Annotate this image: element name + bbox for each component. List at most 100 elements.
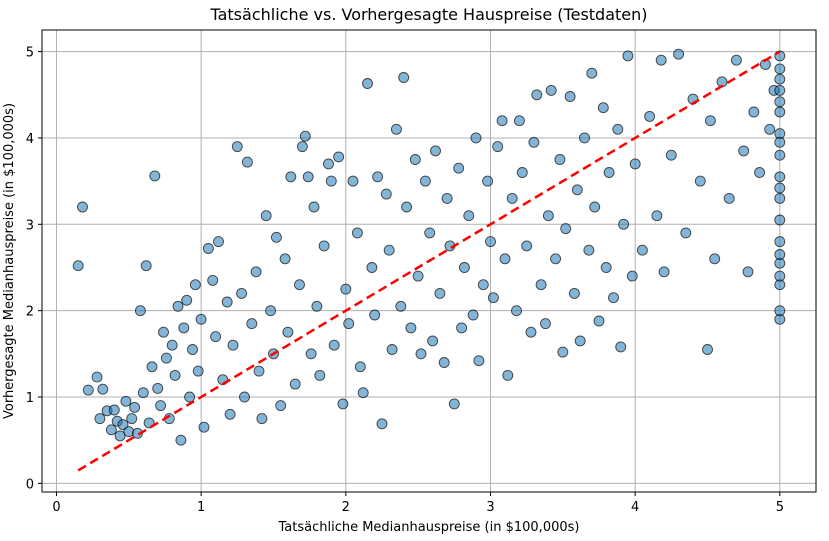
scatter-point	[754, 167, 766, 178]
scatter-point	[702, 344, 713, 355]
scatter-point	[401, 201, 413, 213]
scatter-point	[430, 145, 441, 157]
scatter-point	[351, 227, 363, 239]
scatter-point	[709, 253, 721, 265]
scatter-point	[178, 322, 190, 334]
y-tick-label: 2	[26, 305, 34, 320]
scatter-point	[210, 331, 222, 343]
scatter-point	[441, 192, 453, 204]
scatter-point	[673, 48, 685, 60]
scatter-point	[91, 371, 103, 383]
scatter-point	[383, 244, 395, 256]
reference-line	[77, 50, 781, 472]
scatter-point	[189, 279, 201, 291]
plot-frame	[41, 29, 817, 493]
scatter-point	[589, 201, 601, 213]
scatter-point	[603, 167, 615, 178]
scatter-point	[694, 175, 706, 187]
scatter-point	[239, 391, 250, 403]
scatter-point	[166, 339, 178, 351]
scatter-point	[545, 84, 557, 96]
x-tick-label: 2	[342, 500, 350, 515]
scatter-point	[774, 106, 786, 118]
scatter-point	[347, 175, 359, 187]
scatter-point	[550, 253, 562, 265]
scatter-point	[270, 231, 282, 243]
data-points	[72, 48, 786, 446]
y-axis-ticks: 0 1 2 3 4 5	[26, 46, 42, 492]
scatter-point	[499, 253, 511, 265]
scatter-point	[405, 322, 417, 334]
x-tick-label: 0	[52, 500, 60, 515]
scatter-point	[748, 106, 760, 118]
scatter-point	[477, 279, 489, 291]
scatter-point	[126, 413, 138, 425]
scatter-point	[586, 67, 598, 79]
scatter-point	[372, 171, 384, 183]
scatter-point	[241, 156, 253, 168]
y-axis-label: Vorhergesagte Medianhauspreise (in $100,…	[2, 103, 17, 419]
scatter-point	[564, 91, 576, 102]
y-tick-label: 3	[26, 218, 34, 233]
scatter-point	[600, 262, 612, 273]
scatter-point	[299, 130, 311, 142]
scatter-point	[146, 361, 158, 373]
scatter-point	[253, 365, 265, 377]
scatter-point	[424, 227, 436, 239]
scatter-point	[622, 50, 634, 62]
scatter-point	[571, 184, 583, 196]
scatter-point	[72, 260, 84, 272]
scatter-point	[473, 355, 485, 367]
scatter-point	[282, 326, 294, 338]
x-tick-label: 5	[776, 500, 784, 515]
scatter-point	[227, 339, 239, 351]
scatter-point	[198, 421, 210, 433]
scatter-point	[680, 227, 692, 239]
scatter-point	[231, 141, 243, 153]
scatter-point	[184, 391, 196, 403]
scatter-point	[525, 326, 537, 338]
scatter-point	[463, 210, 475, 222]
scatter-point	[540, 318, 551, 330]
scatter-point	[730, 54, 742, 66]
scatter-point	[626, 270, 638, 282]
scatter-point	[528, 136, 540, 148]
scatter-point	[105, 424, 117, 436]
scatter-point	[366, 262, 378, 273]
scatter-point	[117, 419, 129, 431]
scatter-point	[294, 279, 305, 291]
scatter-point	[275, 400, 287, 412]
scatter-point	[207, 274, 219, 286]
scatter-point	[774, 73, 786, 85]
scatter-point	[395, 300, 407, 312]
scatter-point	[192, 365, 204, 377]
scatter-point	[516, 167, 528, 178]
scatter-point	[658, 266, 670, 278]
scatter-point	[521, 240, 533, 252]
scatter-point	[314, 369, 326, 381]
scatter-point	[651, 210, 663, 222]
scatter-point	[597, 102, 609, 114]
scatter-point	[337, 398, 349, 410]
scatter-point	[398, 72, 410, 83]
scatter-point	[774, 171, 786, 183]
chart-title: Tatsächliche vs. Vorhergesagte Hauspreis…	[209, 5, 647, 24]
scatter-point	[354, 361, 366, 373]
scatter-point	[340, 283, 352, 295]
x-tick-label: 4	[631, 500, 639, 515]
scatter-point	[202, 243, 214, 254]
scatter-point	[655, 54, 667, 66]
scatter-point	[470, 132, 482, 144]
scatter-point	[94, 413, 106, 425]
scatter-point	[260, 210, 272, 222]
scatter-point	[774, 182, 786, 194]
scatter-point	[333, 151, 345, 163]
scatter-point	[774, 63, 786, 75]
scatter-point	[108, 404, 120, 416]
scatter-point	[415, 348, 427, 360]
scatter-point	[774, 149, 786, 161]
scatter-point	[409, 154, 421, 165]
scatter-point	[774, 236, 786, 248]
scatter-point	[774, 249, 786, 260]
scatter-point	[774, 270, 786, 282]
